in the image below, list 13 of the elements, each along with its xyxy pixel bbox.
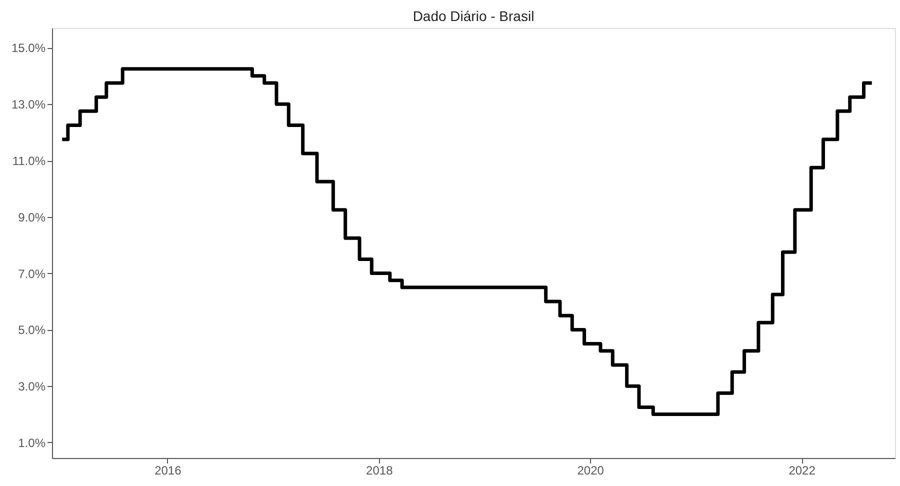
y-tick-label: 15.0% (11, 41, 46, 56)
x-tick-label: 2018 (366, 464, 394, 478)
x-tick-label: 2022 (788, 464, 816, 478)
y-tick-label: 11.0% (12, 154, 46, 168)
x-tick-label: 2016 (154, 464, 182, 478)
y-tick-label: 13.0% (11, 98, 46, 112)
y-tick-label: 9.0% (18, 210, 46, 224)
y-tick-label: 7.0% (18, 266, 46, 281)
x-tick-label: 2020 (577, 464, 604, 478)
chart-title: Dado Diário - Brasil (412, 8, 534, 24)
y-tick-label: 3.0% (18, 380, 46, 394)
y-tick-label: 5.0% (18, 323, 46, 338)
y-tick-label: 1.0% (18, 436, 46, 450)
